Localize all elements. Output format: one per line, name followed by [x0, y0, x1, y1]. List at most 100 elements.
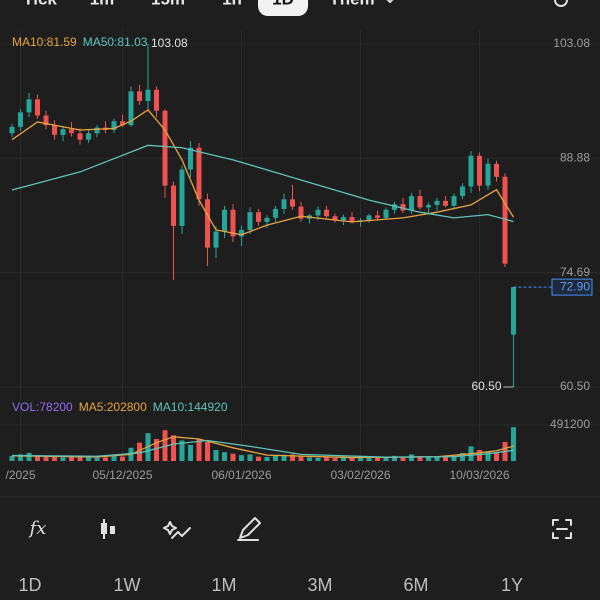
volume-bar	[94, 457, 100, 461]
candle-body	[375, 215, 380, 218]
candle-body	[400, 204, 406, 211]
volume-bar	[426, 457, 431, 461]
screenshot-button[interactable]	[552, 519, 572, 539]
range-tab[interactable]: 1Y	[501, 575, 523, 595]
candle-body	[247, 212, 253, 230]
candle-body	[18, 112, 23, 127]
volume-bar	[205, 441, 210, 461]
ma-line	[11, 144, 514, 223]
settings-icon[interactable]	[554, 0, 568, 7]
candle-body	[111, 121, 117, 131]
candle-body	[145, 89, 151, 102]
volume-bar	[307, 457, 312, 461]
candle-body	[120, 121, 125, 126]
volume-bar	[443, 456, 448, 461]
y-tick-label: 103.08	[553, 36, 590, 50]
volume-bar	[239, 455, 244, 461]
candle-body	[417, 196, 423, 208]
last-price-label: 72.90	[560, 279, 590, 293]
ma-line	[11, 436, 514, 459]
candle-body	[26, 99, 32, 113]
volume-bar	[43, 456, 49, 461]
range-tab[interactable]: 1W	[114, 575, 141, 595]
volume-bar	[341, 457, 346, 461]
range-tab[interactable]: 3M	[307, 575, 332, 595]
ma-line	[11, 109, 515, 236]
range-tab[interactable]: 1D	[18, 575, 41, 595]
tab[interactable]: 1m	[90, 0, 115, 8]
volume-bar	[111, 455, 117, 461]
candle-body	[324, 209, 329, 217]
volume-bar	[324, 456, 329, 461]
x-tick-label: 10/03/2026	[449, 468, 509, 482]
tab[interactable]: 1h	[222, 0, 242, 8]
x-tick-label: /2025	[5, 468, 35, 482]
volume-bar	[137, 442, 142, 461]
x-tick-label: 06/01/2026	[211, 468, 271, 482]
candle-body	[179, 169, 185, 226]
volume-bar	[290, 454, 295, 461]
volume-bar	[383, 456, 389, 461]
candle-body	[154, 89, 159, 111]
dropdown-arrow[interactable]	[386, 0, 394, 3]
candle-body	[349, 217, 355, 222]
volume-bar	[18, 454, 23, 461]
volume-bar	[281, 454, 287, 461]
indicator-button[interactable]: fx	[28, 518, 47, 539]
volume-bar	[494, 452, 499, 461]
volume-bar	[477, 450, 482, 461]
candle-body	[213, 231, 219, 248]
volume-bar	[434, 456, 440, 461]
volume-tick-label: 491200	[550, 417, 590, 431]
tab-more[interactable]: Them	[329, 0, 374, 8]
chart-type-button[interactable]	[101, 519, 115, 539]
candle-body	[451, 196, 457, 206]
volume-bar	[154, 439, 159, 461]
tab-selected[interactable]: 1D	[272, 0, 294, 8]
candle-body	[230, 209, 236, 237]
y-tick-label: 88.88	[560, 151, 590, 165]
candle-body	[434, 200, 440, 205]
candle-body	[52, 125, 57, 135]
volume-bar	[103, 457, 108, 461]
volume-bar	[358, 458, 363, 461]
draw-button[interactable]	[237, 517, 261, 541]
candle-body	[256, 212, 261, 222]
candle-body	[162, 110, 168, 186]
volume-bar	[511, 427, 516, 461]
volume-bar	[264, 456, 270, 461]
candle-body	[366, 215, 372, 221]
last-price-box	[551, 278, 593, 296]
volume-bar	[35, 455, 40, 461]
volume-bar	[460, 452, 465, 461]
range-tab[interactable]: 1M	[211, 575, 236, 595]
candle-body	[341, 217, 346, 221]
icon-part	[101, 523, 107, 534]
volume-bar	[52, 455, 57, 461]
volume-bar	[375, 457, 380, 461]
volume-bar	[77, 456, 83, 461]
ai-button[interactable]	[163, 521, 191, 539]
candle-body	[264, 217, 270, 222]
tab[interactable]: 15m	[151, 0, 185, 8]
candle-body	[86, 133, 91, 140]
candle-body	[443, 200, 448, 206]
volume-bar	[315, 457, 321, 461]
candle-body	[281, 199, 287, 209]
volume-bar	[366, 456, 372, 461]
candle-body	[60, 129, 66, 135]
candle-body	[273, 208, 278, 218]
candle-body	[128, 91, 134, 126]
range-tab[interactable]: 6M	[403, 575, 428, 595]
candle-body	[460, 186, 465, 197]
toolbar: fx	[28, 517, 572, 541]
tab[interactable]: Tick	[23, 0, 57, 8]
selected-tab-pill[interactable]	[258, 0, 308, 16]
candle-body	[137, 91, 142, 102]
candle-body	[196, 147, 202, 200]
volume-bar	[162, 430, 168, 461]
volume-bar	[400, 456, 406, 461]
volume-bar	[273, 455, 278, 461]
volume-bar	[485, 451, 491, 461]
